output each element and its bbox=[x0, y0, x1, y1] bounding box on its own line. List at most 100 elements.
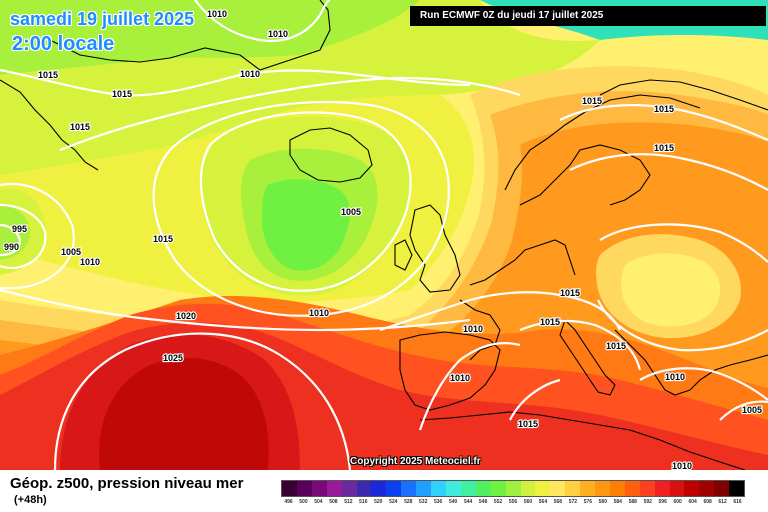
scandinavia-coast bbox=[504, 79, 768, 206]
legend-swatch bbox=[401, 481, 417, 496]
isobar-label: 1005 bbox=[742, 405, 762, 415]
legend-swatch bbox=[445, 481, 461, 496]
legend-swatch bbox=[296, 481, 312, 496]
map-title: Géop. z500, pression niveau mer bbox=[10, 475, 244, 492]
legend-swatch bbox=[699, 481, 715, 496]
forecast-lead-time: (+48h) bbox=[14, 494, 47, 506]
legend-tick-label: 592 bbox=[643, 499, 652, 505]
isobar-label: 1015 bbox=[654, 104, 674, 114]
isobar-label: 1015 bbox=[70, 122, 90, 132]
legend-tick-label: 520 bbox=[374, 499, 383, 505]
legend-tick-label: 568 bbox=[553, 499, 563, 505]
isobar-label: 1015 bbox=[153, 234, 173, 244]
legend-swatch bbox=[669, 481, 685, 496]
legend-tick-label: 604 bbox=[688, 499, 697, 505]
isobar-1015-med bbox=[509, 319, 642, 421]
coastlines bbox=[0, 0, 768, 470]
legend-tick-label: 532 bbox=[419, 499, 428, 505]
isobar-label: 1015 bbox=[560, 288, 580, 298]
isobar-1005-iceland bbox=[199, 111, 412, 292]
legend-swatch bbox=[520, 481, 536, 496]
legend-tick-label: 576 bbox=[583, 499, 593, 505]
legend-tick-label: 504 bbox=[314, 499, 323, 505]
isobar-label: 1010 bbox=[207, 9, 227, 19]
legend-tick-label: 508 bbox=[329, 499, 338, 505]
greenland-coast bbox=[0, 0, 331, 171]
africa-coast bbox=[419, 411, 746, 470]
legend-swatch bbox=[311, 481, 327, 496]
legend-swatch bbox=[639, 481, 655, 496]
isobar-1010-biscay bbox=[379, 291, 621, 332]
copyright-notice: Copyright 2025 Meteociel.fr bbox=[350, 456, 481, 467]
isobar-low-west-inner bbox=[0, 223, 22, 257]
legend-tick-label: 536 bbox=[434, 499, 443, 505]
band-z608 bbox=[99, 357, 269, 470]
isobar-low-west-mid bbox=[0, 203, 47, 270]
isobar-label: 1015 bbox=[606, 341, 626, 351]
isobar-label: 990 bbox=[4, 242, 19, 252]
map-footer: Géop. z500, pression niveau mer (+48h) 4… bbox=[0, 470, 768, 512]
isobar-1025 bbox=[53, 332, 352, 470]
legend-tick-label: 600 bbox=[673, 499, 682, 505]
isobar-label: 1005 bbox=[61, 247, 81, 257]
europe-west-coast bbox=[459, 239, 576, 361]
isobar-1020 bbox=[0, 288, 471, 332]
isobar-label: 1010 bbox=[240, 69, 260, 79]
legend-tick-label: 580 bbox=[598, 499, 607, 505]
isobar-low-west-outer bbox=[0, 182, 75, 290]
legend-tick-label: 540 bbox=[448, 499, 458, 505]
legend-swatch bbox=[729, 481, 745, 496]
legend-swatch bbox=[356, 481, 372, 496]
legend-swatch bbox=[326, 481, 342, 496]
forecast-time: 2:00 locale bbox=[12, 33, 115, 55]
legend-tick-label: 588 bbox=[628, 499, 637, 505]
legend-tick-label: 596 bbox=[658, 499, 667, 505]
legend-tick-label: 612 bbox=[718, 499, 727, 505]
legend-tick-label: 548 bbox=[478, 499, 488, 505]
isobar-label: 1015 bbox=[654, 143, 674, 153]
legend-swatch bbox=[475, 481, 491, 496]
band-z564-north bbox=[0, 0, 420, 75]
legend-swatch bbox=[490, 481, 506, 496]
legend-tick-label: 496 bbox=[284, 499, 293, 505]
isobar-label: 1010 bbox=[665, 372, 685, 382]
legend-swatch bbox=[282, 481, 297, 496]
isobar-label: 1005 bbox=[341, 207, 361, 217]
weather-map: 1010 1010 1010 1015 1015 1015 1015 1015 … bbox=[0, 0, 768, 470]
legend-swatch bbox=[505, 481, 521, 496]
legend-tick-label: 512 bbox=[344, 499, 353, 505]
isobars bbox=[0, 0, 768, 470]
isobar-1015-mid bbox=[59, 76, 521, 152]
isobar-label: 1015 bbox=[582, 96, 602, 106]
legend-tick-label: 500 bbox=[299, 499, 308, 505]
legend-swatch bbox=[341, 481, 357, 496]
isobar-label: 1010 bbox=[672, 461, 692, 470]
legend-swatch bbox=[535, 481, 551, 496]
isobar-1015-central bbox=[597, 223, 768, 352]
legend-swatch bbox=[386, 481, 402, 496]
isobar-1010-iberia bbox=[418, 342, 521, 431]
color-scale-swatches bbox=[281, 480, 745, 497]
isobar-1015-scandinavia bbox=[559, 104, 768, 191]
legend-swatch bbox=[416, 481, 432, 496]
forecast-date: samedi 19 juillet 2025 bbox=[10, 9, 195, 29]
isobar-label: 1015 bbox=[38, 70, 58, 80]
isobar-label: 1010 bbox=[450, 373, 470, 383]
legend-tick-label: 560 bbox=[523, 499, 533, 505]
isobar-1010-east bbox=[639, 367, 768, 401]
legend-swatch bbox=[460, 481, 476, 496]
uk-coast bbox=[394, 204, 461, 293]
legend-swatch bbox=[654, 481, 670, 496]
legend-swatch bbox=[684, 481, 700, 496]
legend-swatch bbox=[714, 481, 730, 496]
italy-coast bbox=[559, 318, 616, 396]
legend-tick-label: 584 bbox=[613, 499, 622, 505]
iberia-coast bbox=[399, 331, 501, 411]
legend-tick-label: 572 bbox=[568, 499, 578, 505]
isobar-1010-iceland bbox=[152, 100, 450, 317]
isobar-label: 1015 bbox=[540, 317, 560, 327]
isobar-1010-north bbox=[194, 0, 331, 43]
legend-swatch bbox=[565, 481, 581, 496]
legend-swatch bbox=[595, 481, 610, 496]
isobar-label: 1015 bbox=[112, 89, 132, 99]
